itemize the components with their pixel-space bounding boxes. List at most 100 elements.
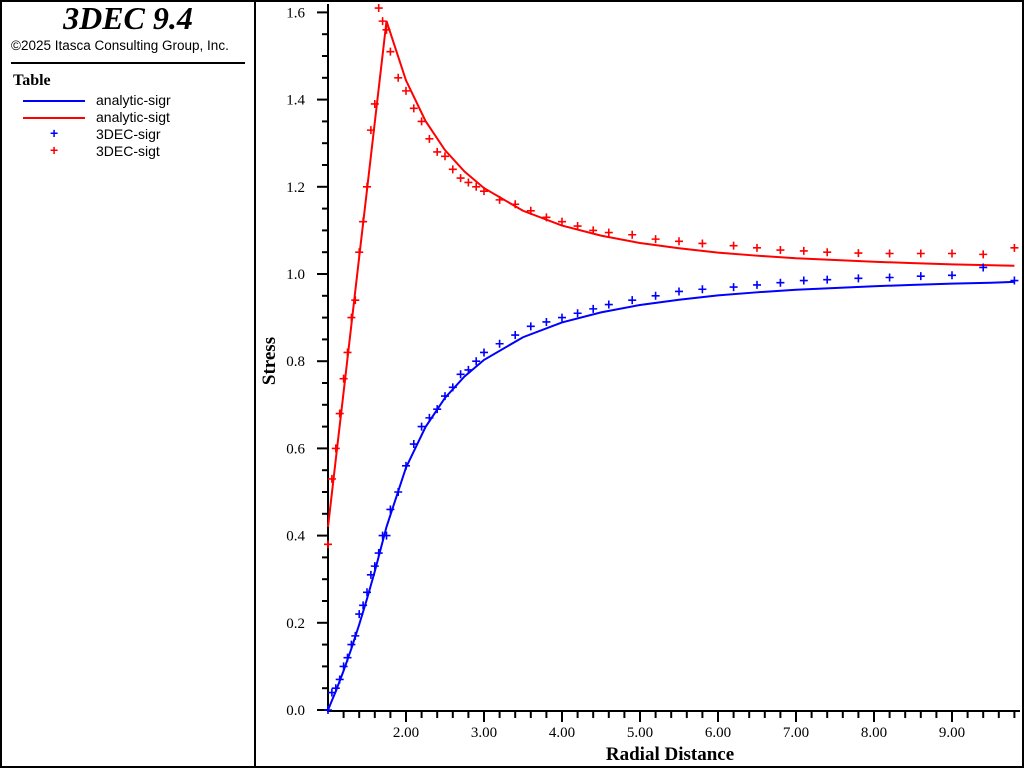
data-point-3DEC-sigt — [339, 374, 348, 383]
y-tick-label: 0.6 — [286, 441, 305, 457]
data-point-3DEC-sigr — [675, 287, 683, 296]
data-point-3DEC-sigr — [1010, 276, 1019, 285]
data-point-3DEC-sigr — [339, 662, 348, 671]
data-point-3DEC-sigr — [472, 357, 481, 366]
data-point-3DEC-sigt — [776, 246, 785, 255]
data-point-3DEC-sigt — [441, 152, 449, 161]
legend-label: 3DEC-sigt — [96, 143, 160, 159]
data-point-3DEC-sigr — [366, 570, 375, 579]
data-point-3DEC-sigt — [456, 174, 465, 183]
data-point-3DEC-sigt — [448, 165, 457, 174]
data-point-3DEC-sigr — [885, 273, 894, 282]
data-point-3DEC-sigr — [402, 461, 410, 470]
data-point-3DEC-sigt — [355, 248, 364, 257]
data-point-3DEC-sigt — [464, 178, 473, 187]
data-point-3DEC-sigr — [628, 296, 637, 305]
x-axis-label: Radial Distance — [606, 744, 734, 765]
data-point-3DEC-sigt — [495, 195, 504, 204]
legend-title: Table — [13, 72, 51, 89]
data-point-3DEC-sigt — [472, 182, 481, 191]
data-point-3DEC-sigt — [347, 313, 356, 322]
data-point-3DEC-sigr — [374, 549, 383, 558]
data-point-3DEC-sigt — [558, 217, 566, 226]
data-point-3DEC-sigt — [417, 117, 426, 126]
data-point-3DEC-sigr — [495, 339, 504, 348]
data-point-3DEC-sigr — [382, 531, 391, 540]
data-point-3DEC-sigt — [753, 243, 761, 252]
data-point-3DEC-sigr — [854, 274, 863, 283]
data-point-3DEC-sigt — [526, 206, 535, 215]
data-point-3DEC-sigr — [370, 562, 379, 571]
copyright: ©2025 Itasca Consulting Group, Inc. — [11, 38, 229, 53]
legend-label: analytic-sigt — [96, 109, 170, 125]
data-point-3DEC-sigt — [628, 230, 637, 239]
data-point-3DEC-sigt — [327, 474, 336, 483]
data-point-3DEC-sigr — [464, 365, 473, 374]
data-point-3DEC-sigt — [511, 200, 520, 209]
data-point-3DEC-sigt — [433, 147, 442, 156]
x-tick-label: 9.00 — [939, 725, 965, 741]
y-tick-label: 1.0 — [286, 267, 305, 283]
data-point-3DEC-sigt — [916, 249, 925, 258]
data-point-3DEC-sigr — [331, 684, 340, 693]
data-point-3DEC-sigr — [979, 263, 988, 272]
data-point-3DEC-sigt — [589, 226, 598, 235]
data-point-3DEC-sigr — [425, 413, 434, 422]
data-point-3DEC-sigr — [417, 422, 426, 431]
y-tick-label: 1.2 — [286, 180, 305, 196]
red-line-swatch-icon — [23, 117, 85, 119]
x-tick-label: 8.00 — [861, 725, 887, 741]
data-point-3DEC-sigr — [753, 280, 761, 289]
data-point-3DEC-sigr — [604, 300, 613, 309]
data-point-3DEC-sigt — [409, 104, 418, 113]
data-point-3DEC-sigr — [573, 309, 582, 318]
y-tick-label: 0.4 — [286, 529, 305, 545]
data-point-3DEC-sigt — [378, 17, 387, 26]
data-point-3DEC-sigt — [573, 222, 582, 231]
data-point-3DEC-sigt — [675, 237, 683, 246]
data-point-3DEC-sigr — [359, 601, 368, 610]
data-point-3DEC-sigr — [351, 631, 360, 640]
data-point-3DEC-sigt — [335, 409, 344, 418]
legend-label: 3DEC-sigr — [96, 126, 161, 142]
y-tick-label: 0.8 — [286, 354, 305, 370]
data-point-3DEC-sigt — [885, 249, 894, 258]
data-point-3DEC-sigr — [729, 283, 738, 292]
data-point-3DEC-sigr — [948, 271, 956, 280]
data-point-3DEC-sigt — [823, 248, 832, 257]
data-point-3DEC-sigr — [343, 653, 352, 662]
data-point-3DEC-sigt — [1010, 243, 1019, 252]
data-point-3DEC-sigt — [425, 134, 434, 143]
data-point-3DEC-sigr — [651, 291, 660, 300]
blue-line-swatch-icon — [23, 100, 85, 102]
series-3DEC-sigr — [324, 263, 1019, 714]
series-analytic-sigr — [327, 280, 1015, 711]
data-point-3DEC-sigr — [480, 348, 488, 357]
data-point-3DEC-sigt — [651, 235, 660, 244]
series-3DEC-sigt — [324, 4, 1019, 549]
data-point-3DEC-sigr — [456, 370, 465, 379]
data-point-3DEC-sigt — [359, 217, 368, 226]
data-point-3DEC-sigt — [729, 241, 738, 250]
data-point-3DEC-sigt — [402, 86, 410, 95]
line-analytic-sigt — [327, 20, 1015, 527]
data-point-3DEC-sigr — [448, 383, 457, 392]
x-tick-label: 5.00 — [627, 725, 653, 741]
series-analytic-sigt — [327, 20, 1015, 527]
data-point-3DEC-sigt — [698, 239, 707, 248]
x-tick-label: 6.00 — [705, 725, 731, 741]
data-point-3DEC-sigr — [916, 272, 925, 281]
data-point-3DEC-sigr — [355, 610, 364, 619]
data-point-3DEC-sigr — [542, 317, 551, 326]
y-tick-label: 1.4 — [286, 93, 305, 109]
data-point-3DEC-sigt — [480, 187, 488, 196]
data-point-3DEC-sigt — [331, 444, 340, 453]
data-point-3DEC-sigr — [409, 440, 418, 449]
data-point-3DEC-sigt — [948, 249, 956, 258]
y-axis-label: Stress — [259, 337, 280, 385]
data-point-3DEC-sigt — [979, 250, 988, 259]
y-tick-label: 0.2 — [286, 616, 305, 632]
data-point-3DEC-sigr — [511, 331, 520, 340]
